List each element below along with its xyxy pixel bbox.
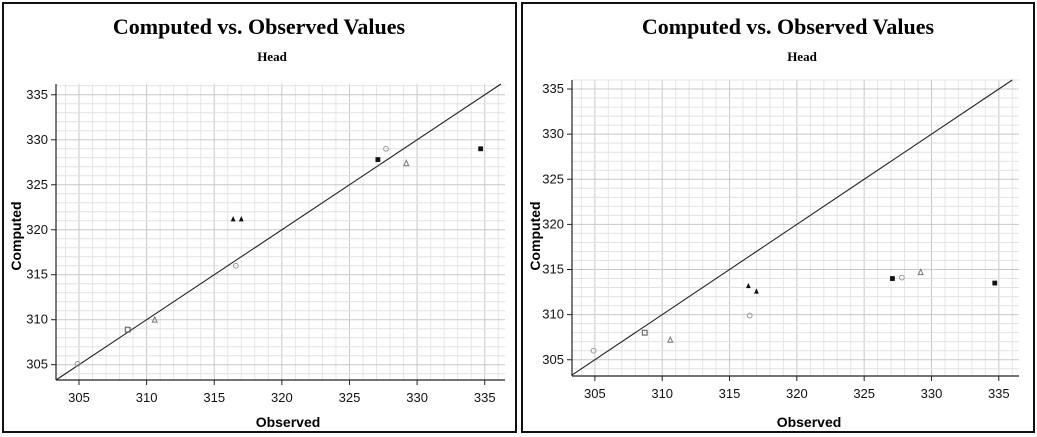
y-tick-label: 305 (542, 352, 564, 367)
data-point (74, 360, 81, 367)
data-point (667, 335, 674, 343)
data-point (375, 157, 381, 162)
scatter-chart-right: Computed vs. Observed Values Head Observ… (527, 14, 1019, 430)
chart-panel-right: Computed vs. Observed Values Head Observ… (521, 2, 1035, 433)
y-tick-label: 325 (542, 171, 564, 186)
y-tick-label: 330 (542, 126, 564, 141)
y-tick-label: 325 (26, 177, 48, 192)
chart-subtitle: Head (787, 49, 817, 64)
y-tick-label: 330 (26, 132, 48, 147)
data-point (590, 347, 597, 354)
data-point (230, 216, 236, 222)
y-tick-label: 320 (542, 216, 564, 231)
y-tick-label: 335 (542, 81, 564, 96)
x-tick-label: 315 (203, 390, 225, 405)
x-tick-label: 305 (68, 390, 90, 405)
y-tick-label: 315 (542, 262, 564, 277)
data-points (590, 268, 998, 354)
data-point (992, 280, 998, 286)
y-tick-label: 320 (26, 222, 48, 237)
x-tick-label: 310 (651, 386, 673, 401)
y-tick-label: 335 (26, 87, 48, 102)
y-axis-label: Computed (8, 201, 24, 270)
x-tick-label: 335 (474, 390, 496, 405)
y-tick-label: 305 (26, 357, 48, 372)
x-tick-label: 320 (271, 390, 293, 405)
data-points (74, 145, 484, 367)
y-tick-label: 310 (26, 312, 48, 327)
data-point (890, 276, 895, 281)
data-point (151, 315, 158, 323)
data-point (124, 326, 131, 333)
x-tick-label: 330 (406, 390, 428, 405)
x-tick-label: 310 (136, 390, 158, 405)
data-point (898, 274, 905, 281)
data-point (383, 145, 389, 152)
data-point (917, 268, 924, 276)
plot-area: 305 310 315 320 325 330 335 305 310 315 320 325 330 3… (542, 79, 1019, 401)
x-tick-label: 315 (719, 386, 741, 401)
chart-panel-left: Computed vs. Observed Values Head Observ… (2, 2, 517, 433)
grid (572, 79, 1019, 376)
data-point (641, 329, 648, 336)
data-point (745, 282, 751, 289)
y-tick-label: 315 (26, 267, 48, 282)
x-tick-label: 325 (339, 390, 361, 405)
x-tick-label: 330 (921, 386, 943, 401)
plot-area: 305 310 315 320 325 330 335 305 310 315 320 325 330 3… (26, 83, 505, 405)
x-tick-label: 320 (786, 386, 808, 401)
scatter-chart-left: Computed vs. Observed Values Head Observ… (8, 14, 505, 430)
y-axis-label: Computed (527, 201, 543, 270)
data-point (754, 288, 759, 294)
data-point (478, 146, 484, 152)
data-point (746, 312, 753, 319)
y-tick-label: 310 (542, 307, 564, 322)
grid (56, 84, 505, 380)
chart-title: Computed vs. Observed Values (113, 14, 406, 39)
x-tick-label: 305 (584, 386, 606, 401)
x-tick-label: 325 (853, 386, 875, 401)
x-axis-label: Observed (777, 414, 842, 430)
x-axis-label: Observed (256, 414, 321, 430)
chart-subtitle: Head (257, 49, 287, 64)
chart-title: Computed vs. Observed Values (642, 14, 935, 39)
data-point (232, 262, 239, 269)
x-tick-label: 335 (988, 386, 1010, 401)
one-to-one-line (55, 83, 502, 381)
data-point (238, 216, 244, 222)
data-point (403, 159, 410, 167)
one-to-one-line (571, 79, 1013, 376)
